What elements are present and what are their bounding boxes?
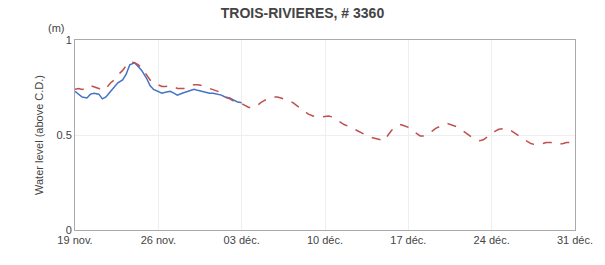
svg-text:1: 1 — [66, 34, 72, 46]
svg-text:TROIS-RIVIERES, # 3360: TROIS-RIVIERES, # 3360 — [221, 5, 385, 21]
svg-text:24 déc.: 24 déc. — [474, 234, 510, 246]
svg-text:Water level (above C.D.): Water level (above C.D.) — [33, 75, 45, 195]
svg-text:26 nov.: 26 nov. — [141, 234, 176, 246]
svg-text:(m): (m) — [48, 22, 65, 34]
svg-text:17 déc.: 17 déc. — [390, 234, 426, 246]
svg-text:0.5: 0.5 — [57, 129, 72, 141]
svg-text:0: 0 — [66, 224, 72, 236]
svg-text:03 déc.: 03 déc. — [224, 234, 260, 246]
svg-text:31 déc.: 31 déc. — [557, 234, 593, 246]
svg-text:19 nov.: 19 nov. — [57, 234, 92, 246]
svg-text:10 déc.: 10 déc. — [307, 234, 343, 246]
